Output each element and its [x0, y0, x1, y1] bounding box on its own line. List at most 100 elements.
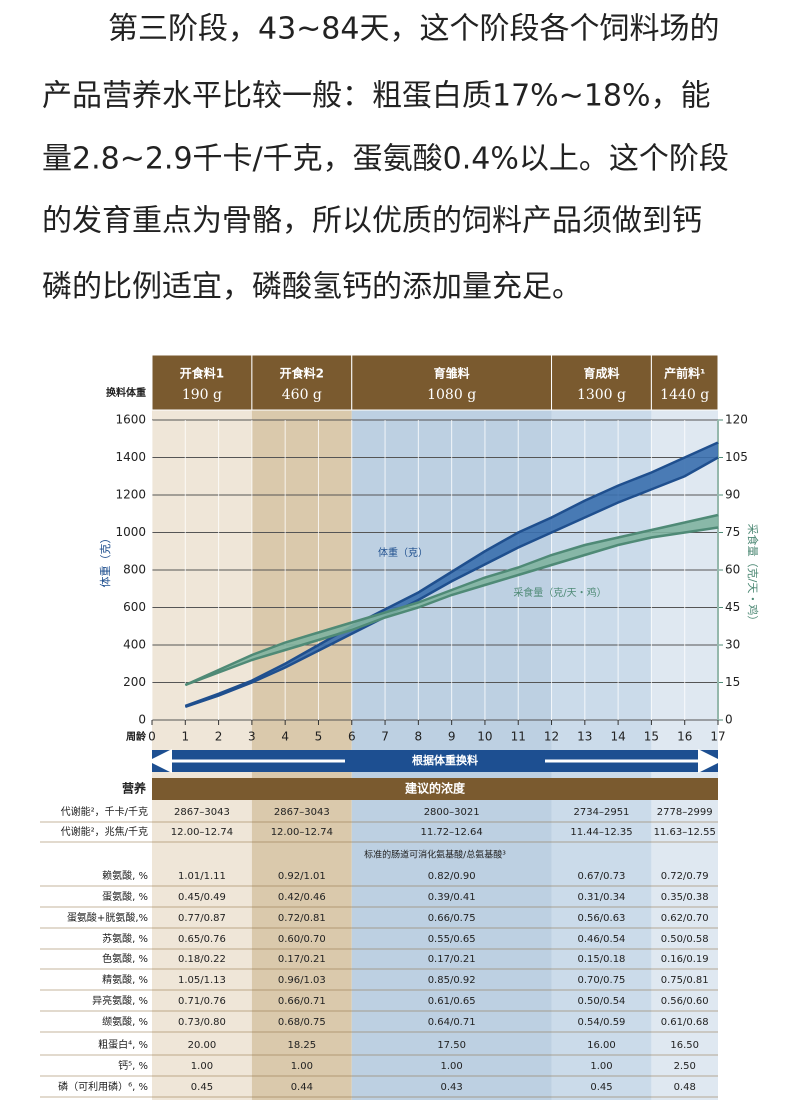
table-cell: 0.44 — [291, 1082, 313, 1093]
table-cell: 0.50/0.54 — [578, 996, 626, 1007]
table-cell: 0.42/0.46 — [278, 892, 326, 903]
y2-tick-label: 0 — [725, 713, 733, 727]
series-low-line — [184, 456, 719, 709]
table-cell: 11.72–12.64 — [421, 827, 483, 838]
table-cell: 0.70/0.75 — [578, 975, 626, 986]
x-tick-label: 15 — [644, 730, 659, 744]
row-label: 代谢能²，千卡/千克 — [61, 805, 148, 818]
phase-weight: 1440 g — [660, 387, 709, 403]
table-cell: 2867–3043 — [274, 807, 330, 818]
table-cell: 0.96/1.03 — [278, 975, 326, 986]
row-label: 精氨酸, % — [102, 973, 148, 986]
y-tick-label: 1000 — [115, 525, 146, 539]
table-cell: 17.50 — [437, 1040, 466, 1051]
table-cell: 0.73/0.80 — [178, 1017, 226, 1028]
series-band — [185, 442, 718, 707]
table-cell: 0.71/0.76 — [178, 996, 226, 1007]
table-cell: 0.62/0.70 — [661, 913, 709, 924]
y-tick-label: 0 — [138, 713, 146, 727]
x-tick-label: 1 — [181, 730, 189, 744]
row-label: 缬氨酸, % — [102, 1015, 148, 1028]
phase-name: 育成料 — [583, 366, 619, 381]
series-high-line — [184, 513, 719, 687]
table-cell: 0.92/1.01 — [278, 871, 326, 882]
x-tick-label: 0 — [148, 730, 156, 744]
table-header: 建议的浓度 — [404, 781, 466, 796]
paragraph-line: 的发育重点为骨骼，所以优质的饲料产品须做到钙 — [42, 204, 702, 239]
table-cell: 0.61/0.65 — [428, 996, 476, 1007]
table-cell: 12.00–12.74 — [271, 827, 333, 838]
banner-text: 根据体重换料 — [412, 753, 478, 767]
table-cell: 1.00 — [191, 1061, 213, 1072]
y-tick-label: 200 — [123, 675, 146, 689]
table-cell: 2778–2999 — [657, 807, 713, 818]
table-cell: 0.85/0.92 — [428, 975, 476, 986]
table-cell: 0.65/0.76 — [178, 934, 226, 945]
table-cell: 1.01/1.11 — [178, 871, 226, 882]
table-cell: 0.46/0.54 — [578, 934, 626, 945]
table-cell: 2734–2951 — [574, 807, 630, 818]
table-cell: 0.31/0.34 — [578, 892, 626, 903]
x-tick-label: 6 — [348, 730, 356, 744]
table-cell: 0.56/0.60 — [661, 996, 709, 1007]
row-label: 苏氨酸, % — [102, 932, 148, 945]
header-label: 换料体重 — [106, 386, 146, 399]
table-cell: 0.48 — [674, 1082, 696, 1093]
table-cell: 0.54/0.59 — [578, 1017, 626, 1028]
x-tick-label: 17 — [710, 730, 725, 744]
series-low-line — [184, 526, 719, 687]
y-tick-label: 1200 — [115, 488, 146, 502]
table-cell: 0.68/0.75 — [278, 1017, 326, 1028]
phase-header — [251, 354, 353, 411]
y2-axis-label: 采食量（克/天・鸡） — [746, 524, 760, 627]
x-tick-label: 11 — [511, 730, 526, 744]
table-header: 营养 — [122, 781, 146, 796]
y-tick-label: 1400 — [115, 450, 146, 464]
table-cell: 16.00 — [587, 1040, 616, 1051]
table-cell: 11.44–12.35 — [570, 827, 632, 838]
y2-tick-label: 105 — [725, 450, 748, 464]
y2-tick-label: 15 — [725, 675, 740, 689]
series-high-line — [184, 441, 719, 708]
table-cell: 0.45/0.49 — [178, 892, 226, 903]
phase-name: 育雏料 — [434, 366, 470, 381]
x-axis-label: 周龄 — [126, 730, 147, 743]
phase-weight: 190 g — [182, 387, 222, 403]
x-tick-label: 7 — [381, 730, 389, 744]
row-label: 粗蛋白⁴, % — [98, 1038, 148, 1051]
phase-name: 产前料¹ — [664, 366, 705, 381]
table-cell: 0.45 — [590, 1082, 612, 1093]
table-cell: 0.56/0.63 — [578, 913, 626, 924]
y2-tick-label: 75 — [725, 525, 740, 539]
table-cell: 0.16/0.19 — [661, 954, 709, 965]
x-tick-label: 14 — [610, 730, 625, 744]
series-band — [185, 515, 718, 685]
paragraph-line: 第三阶段，43~84天，这个阶段各个饲料场的 — [108, 12, 719, 47]
x-tick-label: 2 — [215, 730, 223, 744]
y2-tick-label: 120 — [725, 413, 748, 427]
table-cell: 1.00 — [291, 1061, 313, 1072]
table-cell: 0.72/0.81 — [278, 913, 326, 924]
table-cell: 0.35/0.38 — [661, 892, 709, 903]
y-axis-label: 体重（克） — [98, 533, 112, 588]
table-cell: 0.61/0.68 — [661, 1017, 709, 1028]
x-tick-label: 10 — [477, 730, 492, 744]
phase-weight: 1080 g — [427, 387, 476, 403]
phase-header — [650, 354, 719, 411]
table-cell: 0.17/0.21 — [428, 954, 476, 965]
row-label: 蛋氨酸, % — [102, 890, 148, 903]
table-header-band — [152, 778, 718, 800]
table-cell: 0.72/0.79 — [661, 871, 709, 882]
paragraph-line: 产品营养水平比较一般：粗蛋白质17%~18%，能 — [42, 79, 711, 114]
paragraph-line: 磷的比例适宜，磷酸氢钙的添加量充足。 — [42, 270, 582, 305]
x-tick-label: 3 — [248, 730, 256, 744]
series-label: 体重（克） — [378, 546, 428, 559]
x-tick-label: 12 — [544, 730, 559, 744]
row-label: 钙⁵, % — [118, 1059, 148, 1072]
x-tick-label: 13 — [577, 730, 592, 744]
table-cell: 20.00 — [188, 1040, 217, 1051]
x-tick-label: 5 — [315, 730, 323, 744]
table-cell: 0.60/0.70 — [278, 934, 326, 945]
table-cell: 0.55/0.65 — [428, 934, 476, 945]
phase-name: 开食料2 — [280, 366, 324, 381]
